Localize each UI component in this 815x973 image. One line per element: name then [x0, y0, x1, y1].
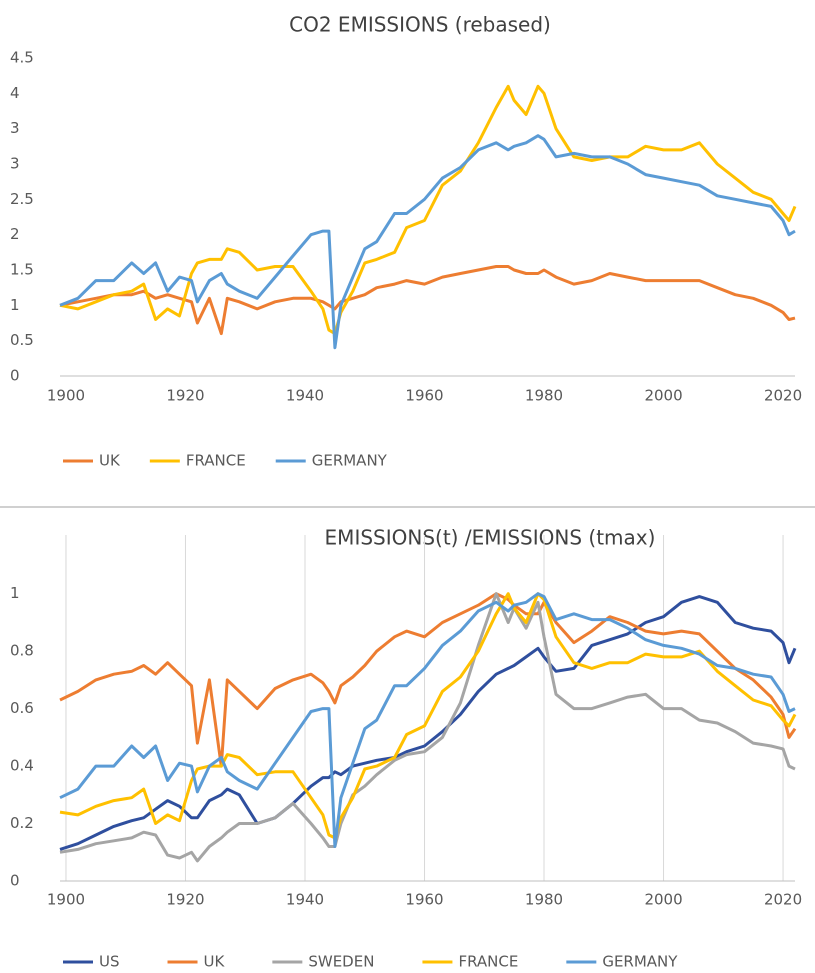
- y-tick-label: 2: [10, 225, 20, 243]
- series-line: [59, 592, 796, 863]
- legend-label: US: [99, 953, 120, 971]
- y-tick-label: 1.5: [10, 261, 34, 279]
- x-tick-label: 1920: [166, 891, 204, 909]
- y-tick-label: 0.6: [10, 699, 34, 717]
- y-tick-label: 1: [10, 584, 20, 602]
- legend-label: SWEDEN: [308, 953, 374, 971]
- series-line: [59, 592, 797, 768]
- y-tick-label: 0: [10, 367, 20, 385]
- x-tick-label: 2020: [764, 891, 802, 909]
- y-tick-label: 0.8: [10, 642, 34, 660]
- x-tick-label: 1980: [525, 891, 563, 909]
- y-tick-label: 0.2: [10, 814, 34, 832]
- series-line: [59, 592, 796, 848]
- x-tick-label: 2000: [644, 387, 682, 405]
- series-line: [59, 595, 797, 851]
- series-line: [59, 134, 796, 350]
- legend-label: GERMANY: [602, 953, 678, 971]
- series-line: [59, 265, 796, 336]
- x-tick-label: 1900: [47, 891, 85, 909]
- x-tick-label: 1900: [47, 387, 85, 405]
- y-tick-label: 0.5: [10, 331, 34, 349]
- series-line: [59, 592, 797, 840]
- y-tick-label: 4.5: [10, 49, 34, 67]
- chart-title: CO2 EMISSIONS (rebased): [289, 13, 551, 37]
- y-tick-label: 3: [10, 155, 20, 173]
- legend-label: GERMANY: [312, 452, 388, 470]
- y-tick-label: 4: [10, 84, 20, 102]
- y-tick-label: 1: [10, 296, 20, 314]
- x-tick-label: 1920: [166, 387, 204, 405]
- x-tick-label: 1980: [525, 387, 563, 405]
- y-tick-label: 2.5: [10, 190, 34, 208]
- y-tick-label: 0: [10, 872, 20, 890]
- legend-label: FRANCE: [186, 452, 246, 470]
- legend-label: UK: [204, 953, 226, 971]
- y-tick-label: 3: [10, 119, 20, 137]
- x-tick-label: 1960: [405, 891, 443, 909]
- legend-label: FRANCE: [458, 953, 518, 971]
- x-tick-label: 1940: [286, 891, 324, 909]
- x-tick-label: 2000: [644, 891, 682, 909]
- chart-title: EMISSIONS(t) /EMISSIONS (tmax): [325, 526, 656, 550]
- legend-label: UK: [99, 452, 121, 470]
- x-tick-label: 2020: [764, 387, 802, 405]
- y-tick-label: 0.4: [10, 757, 34, 775]
- x-tick-label: 1940: [286, 387, 324, 405]
- x-tick-label: 1960: [405, 387, 443, 405]
